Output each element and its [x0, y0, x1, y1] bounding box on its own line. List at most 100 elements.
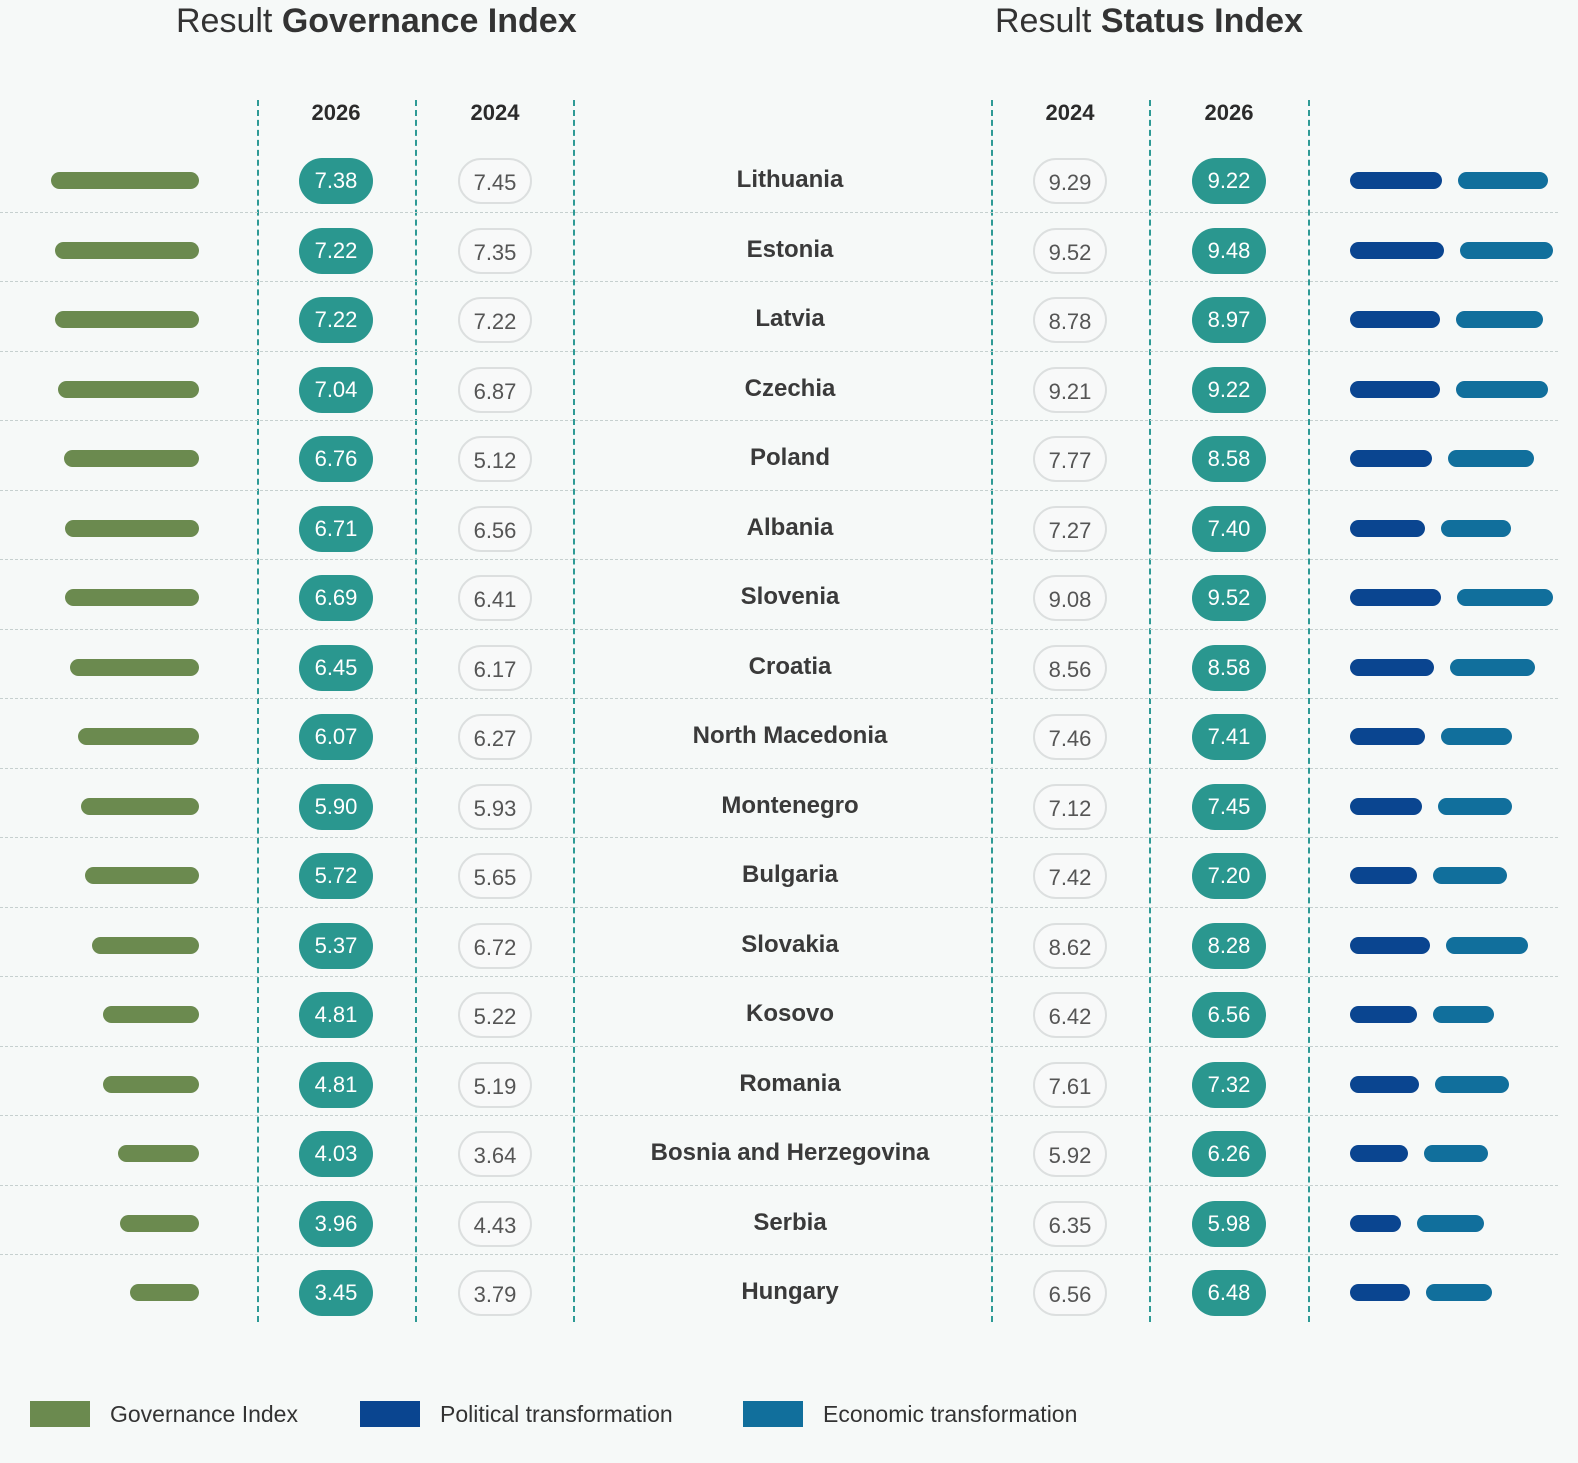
- governance-bar: [51, 172, 199, 189]
- governance-2026-value: 4.81: [299, 992, 373, 1038]
- row-divider: [0, 1254, 1558, 1255]
- governance-2026-value: 3.45: [299, 1270, 373, 1316]
- status-2026-value: 7.20: [1192, 853, 1266, 899]
- country-label: Czechia: [744, 374, 836, 402]
- status-2026-value: 6.48: [1192, 1270, 1266, 1316]
- political-transformation-bar: [1350, 728, 1425, 745]
- country-label: Montenegro: [721, 791, 859, 819]
- header-status-2026: 2026: [1204, 100, 1254, 125]
- table-row: 5.90 5.93 7.12 7.45 Montenegro: [0, 772, 1578, 841]
- status-2026-value: 5.98: [1192, 1200, 1266, 1247]
- governance-bar: [70, 658, 199, 676]
- economic-transformation-bar: [1435, 1075, 1509, 1093]
- table-row: 5.37 6.72 8.62 8.28 Slovakia: [0, 911, 1578, 980]
- table-row: 4.81 5.19 7.61 7.32 Romania: [0, 1050, 1578, 1119]
- table-row: 4.81 5.22 6.42 6.56 Kosovo: [0, 980, 1578, 1049]
- table-row: 6.45 6.17 8.56 8.58 Croatia: [0, 633, 1578, 702]
- status-2024-value: 6.42: [1033, 992, 1107, 1038]
- governance-2026-value: 3.96: [299, 1200, 373, 1247]
- status-2026-value: 8.28: [1192, 922, 1266, 969]
- status-2026-value: 7.32: [1192, 1061, 1266, 1108]
- governance-bar: [54, 311, 199, 328]
- governance-bar: [118, 1145, 199, 1162]
- governance-2024-value: 7.35: [458, 227, 532, 274]
- economic-transformation-bar: [1433, 1006, 1494, 1023]
- governance-2026-value: 5.72: [299, 853, 373, 899]
- status-2026-value: 6.56: [1192, 992, 1266, 1038]
- governance-2026-value: 6.45: [299, 644, 373, 691]
- status-2024-value: 9.29: [1033, 158, 1107, 204]
- table-row: 4.03 3.64 5.92 6.26 Bosnia and Herzegovina: [0, 1119, 1578, 1188]
- table-row: 6.71 6.56 7.27 7.40 Albania: [0, 494, 1578, 563]
- economic-transformation-bar: [1438, 797, 1512, 815]
- country-label: Estonia: [746, 235, 834, 263]
- economic-transformation-bar: [1417, 1214, 1484, 1232]
- political-transformation-bar: [1350, 172, 1442, 189]
- economic-transformation-bar: [1426, 1284, 1492, 1301]
- status-2024-value: 9.52: [1033, 227, 1107, 274]
- economic-transformation-bar: [1448, 450, 1534, 467]
- political-transformation-bar: [1350, 867, 1417, 884]
- status-2024-value: 6.35: [1033, 1200, 1107, 1247]
- row-divider: [0, 420, 1558, 421]
- column-divider: [1308, 100, 1310, 1322]
- governance-2026-value: 5.37: [299, 922, 373, 969]
- country-label: North Macedonia: [692, 722, 888, 749]
- economic-transformation-bar: [1441, 519, 1511, 537]
- governance-2024-value: 4.43: [458, 1200, 532, 1247]
- column-divider: [573, 100, 575, 1322]
- political-transformation-bar: [1350, 936, 1430, 954]
- governance-2024-value: 3.64: [458, 1131, 532, 1177]
- governance-bar: [84, 867, 199, 884]
- row-divider: [0, 767, 1558, 769]
- table-row: 6.76 5.12 7.77 8.58 Poland: [0, 424, 1578, 493]
- country-label: Bosnia and Herzegovina: [650, 1139, 930, 1166]
- row-divider: [0, 1045, 1558, 1047]
- governance-bar: [102, 1075, 199, 1093]
- table-row: 6.07 6.27 7.46 7.41 North Macedonia: [0, 702, 1578, 771]
- country-label: Hungary: [741, 1278, 839, 1305]
- governance-index-title: Result Governance Index: [176, 2, 577, 41]
- economic-transformation-bar: [1456, 380, 1548, 398]
- political-transformation-bar: [1350, 241, 1444, 259]
- table-row: 6.69 6.41 9.08 9.52 Slovenia: [0, 563, 1578, 632]
- status-2024-value: 5.92: [1033, 1131, 1107, 1177]
- title-prefix: Result: [995, 2, 1092, 40]
- governance-2024-value: 3.79: [458, 1270, 532, 1316]
- status-2024-value: 7.77: [1033, 436, 1107, 482]
- political-transformation-bar: [1350, 380, 1440, 398]
- row-divider: [0, 281, 1558, 282]
- governance-2026-value: 4.81: [299, 1061, 373, 1108]
- country-label: Slovakia: [741, 930, 839, 958]
- governance-2024-value: 6.17: [458, 644, 532, 691]
- governance-bar: [102, 1006, 199, 1023]
- status-2024-value: 7.42: [1033, 853, 1107, 899]
- header-governance-2024: 2024: [470, 100, 520, 125]
- governance-2024-value: 5.19: [458, 1061, 532, 1108]
- status-2024-value: 6.56: [1033, 1270, 1107, 1316]
- economic-transformation-bar: [1457, 589, 1553, 606]
- governance-2026-value: 7.22: [299, 227, 373, 274]
- political-transformation-bar: [1350, 450, 1432, 467]
- column-divider: [415, 100, 417, 1322]
- governance-2024-value: 5.93: [458, 783, 532, 830]
- political-transformation-bar: [1350, 658, 1434, 676]
- governance-2024-value: 5.22: [458, 992, 532, 1038]
- political-transformation-bar: [1350, 1075, 1419, 1093]
- country-label: Bulgaria: [741, 861, 839, 888]
- country-label: Latvia: [755, 305, 825, 332]
- governance-bar: [119, 1214, 199, 1232]
- row-divider: [0, 211, 1558, 213]
- governance-2024-value: 7.22: [458, 297, 532, 343]
- table-row: 3.45 3.79 6.56 6.48 Hungary: [0, 1258, 1578, 1327]
- status-2026-value: 7.45: [1192, 783, 1266, 830]
- governance-bar: [81, 797, 199, 815]
- title-emphasis: Governance Index: [281, 2, 577, 40]
- legend-label: Governance Index: [110, 1401, 298, 1427]
- economic-transformation-bar: [1450, 658, 1535, 676]
- status-2024-value: 8.78: [1033, 297, 1107, 343]
- governance-bar: [77, 728, 199, 745]
- status-2024-value: 8.62: [1033, 922, 1107, 969]
- row-divider: [0, 1115, 1558, 1116]
- row-divider: [0, 489, 1558, 491]
